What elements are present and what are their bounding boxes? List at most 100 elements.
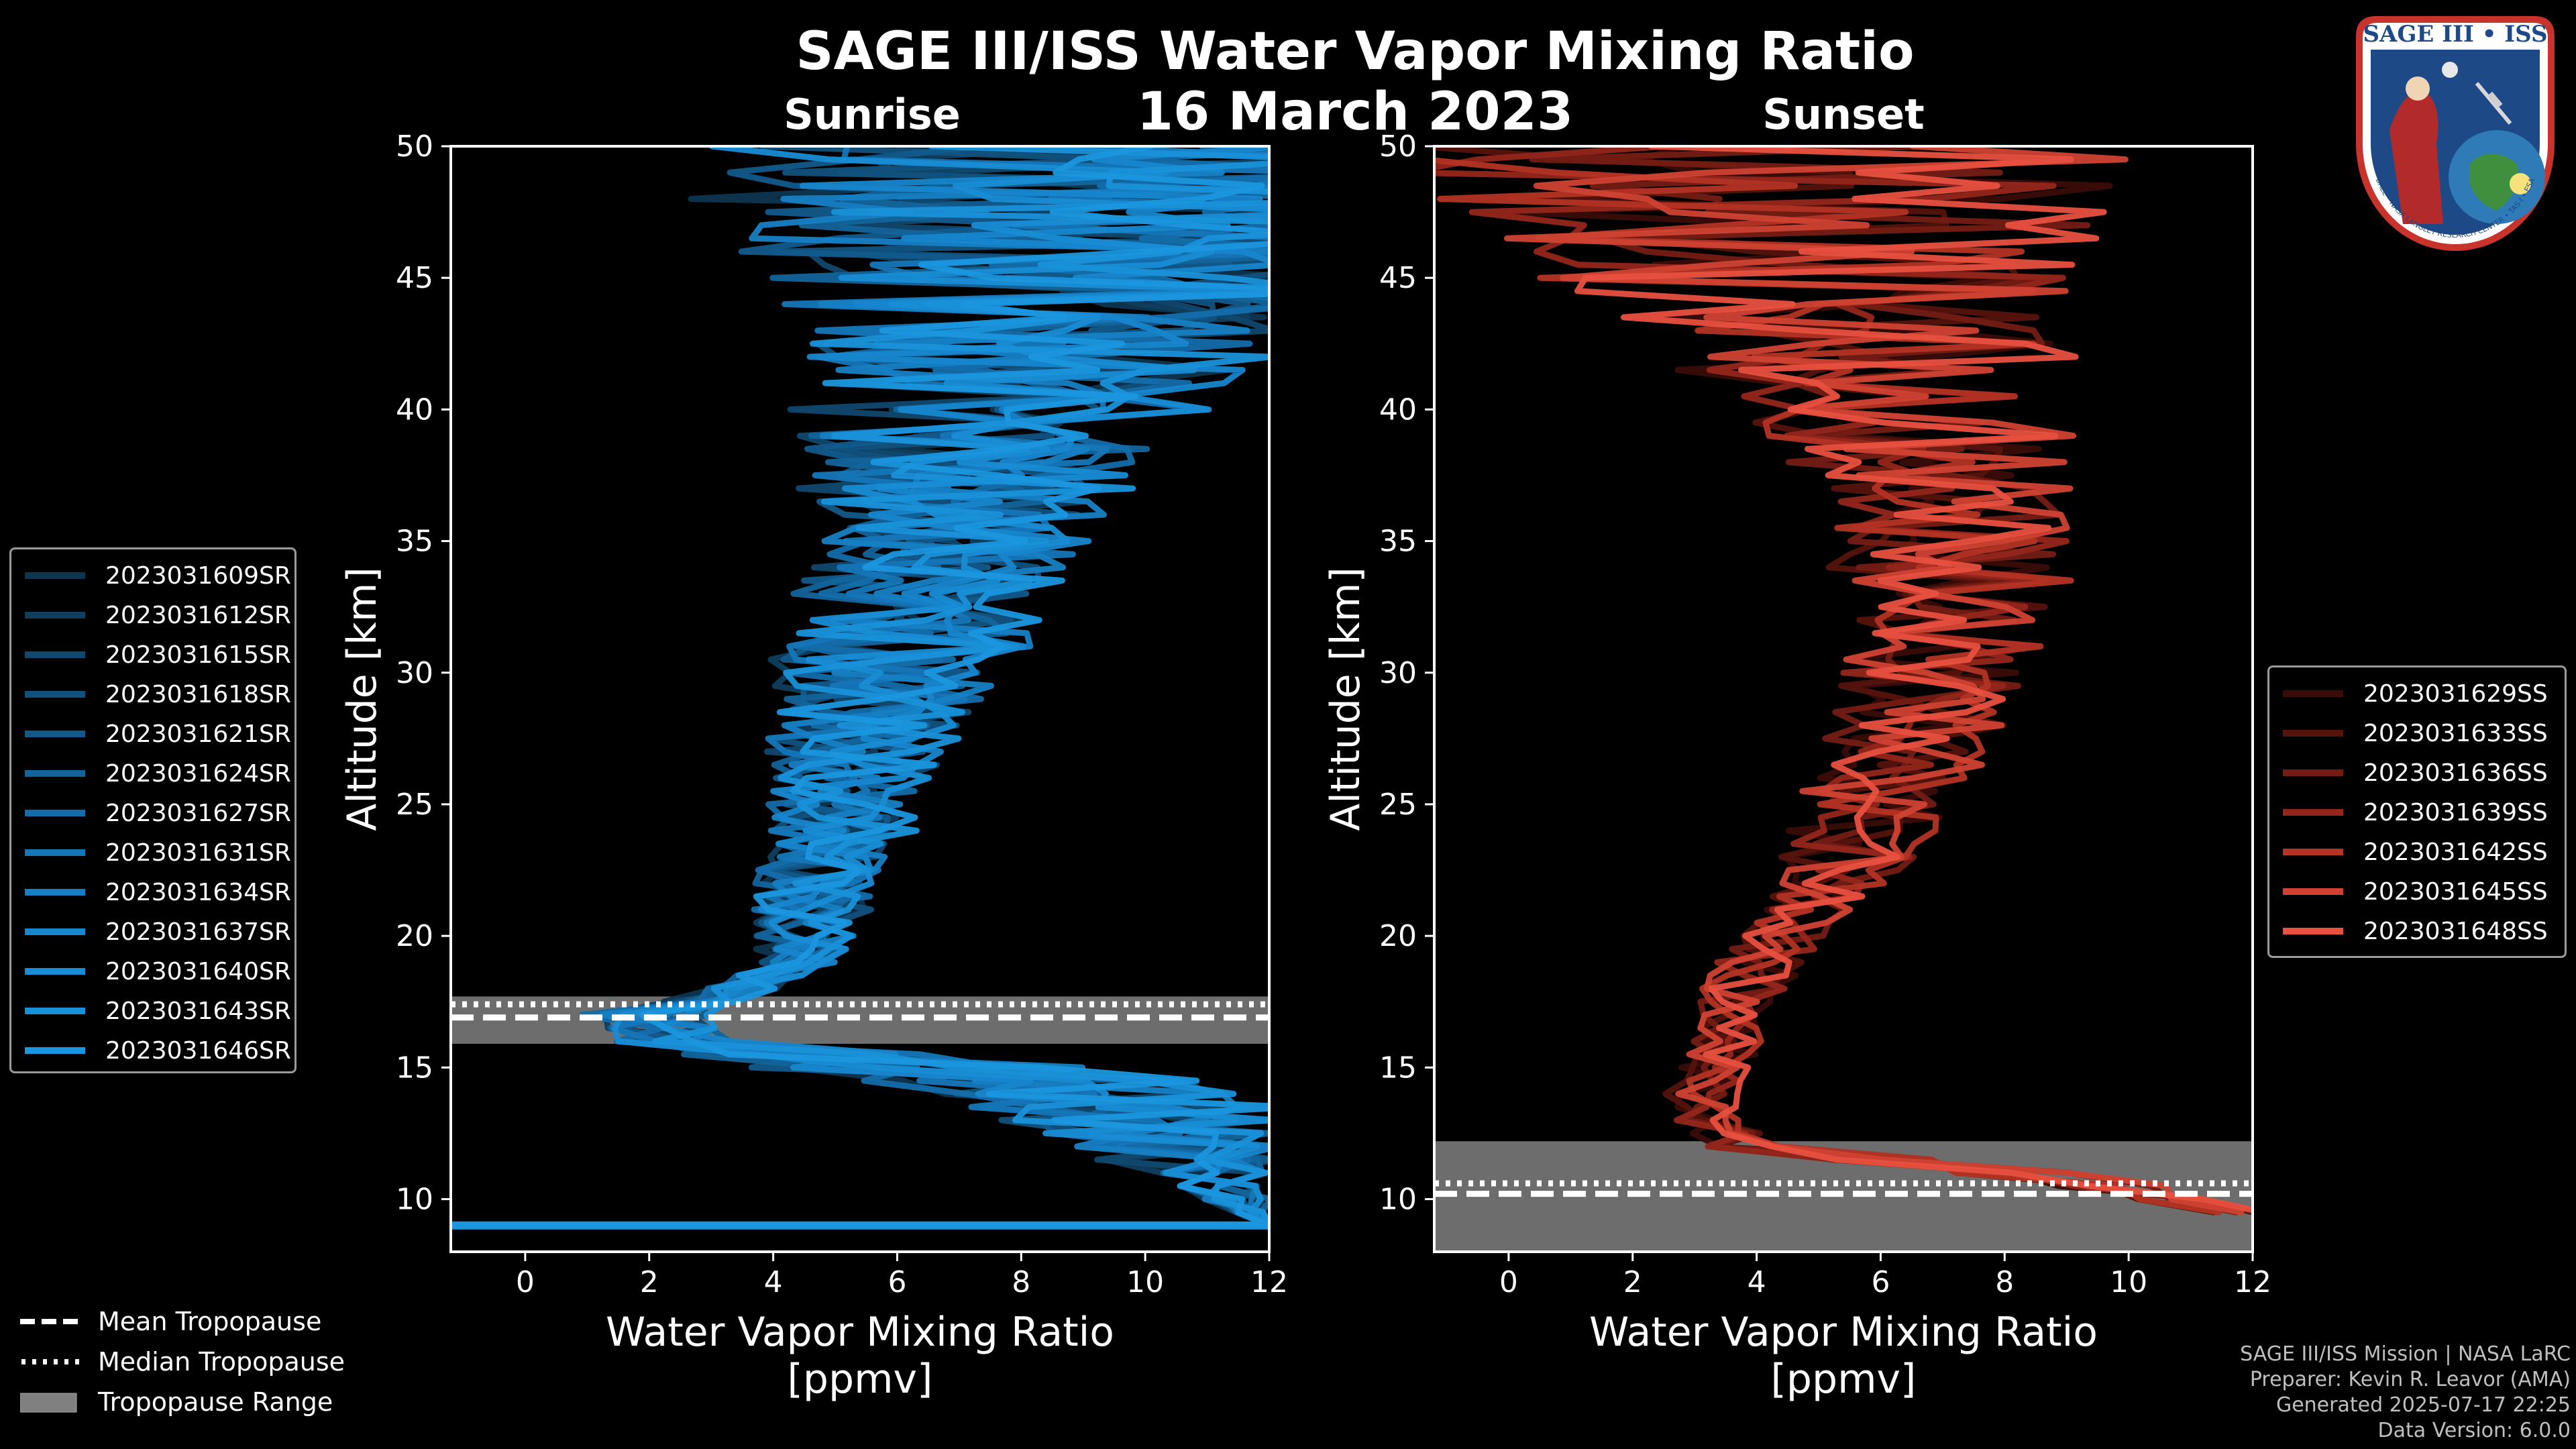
series-line-2023031637SR	[661, 146, 1269, 1229]
y-tick-label: 30	[1379, 656, 1417, 690]
legend-entry: 2023031639SS	[2269, 793, 2548, 832]
legend-entry: 2023031629SS	[2269, 674, 2548, 713]
x-tick-label: 6	[888, 1265, 906, 1299]
y-tick-label: 10	[396, 1183, 433, 1217]
series-line-2023031646SR	[639, 146, 1269, 1229]
legend-label: 2023031609SR	[105, 561, 291, 590]
legend-swatch	[25, 572, 85, 579]
legend-entry: 2023031621SR	[11, 714, 291, 753]
legend-entry: 2023031636SS	[2269, 753, 2548, 792]
legend-swatch	[2283, 769, 2343, 776]
legend-entry: 2023031646SR	[11, 1031, 291, 1070]
y-tick-label: 15	[1379, 1051, 1417, 1085]
x-tick-label: 10	[1126, 1265, 1164, 1299]
tropopause-range-entry: Tropopause Range	[20, 1382, 345, 1422]
sunset-x-axis-unit: [ppmv]	[1771, 1356, 1917, 1403]
legend-swatch	[2283, 809, 2343, 816]
sunrise-chart: 0 2 4 6 8 10 12 10 15 20 25 30 35 40 45 50 Water Vapor M…	[339, 129, 1288, 1403]
legend-entry: 2023031645SS	[2269, 872, 2548, 911]
tropopause-legend: Mean Tropopause Median Tropopause Tropop…	[20, 1301, 345, 1422]
legend-swatch	[25, 651, 85, 658]
sunset-axes-frame	[1433, 145, 2254, 1253]
legend-entry: 2023031627SR	[11, 794, 291, 833]
sunrise-legend: 2023031609SR 2023031612SR 2023031615SR 2023…	[9, 547, 297, 1073]
legend-label: 2023031646SR	[105, 1036, 291, 1065]
sunset-legend: 2023031629SS 2023031633SS 2023031636SS 2023…	[2267, 665, 2567, 958]
sunset-y-axis-label: Altitude [km]	[1322, 567, 1369, 831]
legend-entry: 2023031642SS	[2269, 833, 2548, 871]
legend-entry: 2023031609SR	[11, 556, 291, 595]
x-tick-label: 8	[1012, 1265, 1030, 1299]
credits-footer: SAGE III/ISS Mission | NASA LaRC Prepare…	[2240, 1342, 2571, 1444]
legend-swatch	[2283, 690, 2343, 697]
legend-label: 2023031618SR	[105, 680, 291, 708]
legend-swatch	[25, 928, 85, 935]
x-tick-label: 8	[1995, 1265, 2014, 1299]
series-line-2023031645SS	[1504, 146, 2245, 1216]
legend-label: 2023031629SS	[2363, 680, 2548, 708]
sunrise-y-axis-label: Altitude [km]	[339, 567, 386, 831]
y-tick-label: 45	[396, 261, 433, 295]
legend-swatch	[25, 691, 85, 698]
y-tick-label: 20	[1379, 919, 1417, 953]
legend-swatch	[25, 770, 85, 777]
legend-swatch	[25, 612, 85, 619]
y-tick-label: 20	[396, 919, 433, 953]
series-line-2023031640SR	[612, 146, 1269, 1229]
legend-label: 2023031648SS	[2363, 917, 2548, 945]
legend-entry: 2023031618SR	[11, 675, 291, 714]
legend-label: 2023031643SR	[105, 997, 291, 1025]
legend-entry: 2023031624SR	[11, 754, 291, 793]
mean-tropopause-label: Mean Tropopause	[98, 1307, 322, 1336]
y-tick-label: 40	[1379, 392, 1417, 427]
tropopause-range-label: Tropopause Range	[98, 1387, 333, 1417]
sunrise-x-axis-label: Water Vapor Mixing Ratio	[606, 1309, 1114, 1356]
legend-entry: 2023031631SR	[11, 833, 291, 872]
y-tick-label: 15	[396, 1051, 433, 1085]
legend-swatch	[25, 968, 85, 975]
sunrise-x-axis-unit: [ppmv]	[788, 1356, 933, 1403]
x-tick-label: 6	[1871, 1265, 1890, 1299]
x-tick-label: 0	[516, 1265, 535, 1299]
legend-entry: 2023031637SR	[11, 912, 291, 951]
legend-entry: 2023031648SS	[2269, 912, 2548, 951]
legend-swatch	[25, 889, 85, 896]
x-tick-label: 4	[1748, 1265, 1766, 1299]
x-tick-label: 12	[1250, 1265, 1288, 1299]
legend-entry: 2023031633SS	[2269, 714, 2548, 753]
legend-entry: 2023031612SR	[11, 596, 291, 635]
y-tick-label: 50	[396, 129, 433, 164]
y-tick-label: 45	[1379, 261, 1417, 295]
legend-label: 2023031637SR	[105, 918, 291, 946]
y-tick-label: 10	[1379, 1183, 1417, 1217]
legend-swatch	[25, 1047, 85, 1054]
x-tick-label: 2	[640, 1265, 659, 1299]
mean-tropopause-entry: Mean Tropopause	[20, 1301, 345, 1342]
sage-iii-iss-logo: SAGE III • ISS BALL • NASA LANGLEY RESEA…	[2356, 16, 2555, 251]
legend-label: 2023031645SS	[2363, 877, 2548, 906]
legend-swatch	[25, 849, 85, 856]
legend-entry: 2023031634SR	[11, 873, 291, 912]
legend-label: 2023031612SR	[105, 601, 291, 629]
x-tick-label: 2	[1623, 1265, 1642, 1299]
gray-range-swatch	[20, 1393, 77, 1413]
legend-swatch	[2283, 928, 2343, 934]
sunset-panel-title: Sunset	[1762, 90, 1925, 139]
legend-entry: 2023031640SR	[11, 952, 291, 991]
series-line-2023031643SR	[652, 146, 1269, 1229]
sunset-profiles	[1434, 146, 2253, 1216]
y-tick-label: 35	[396, 525, 433, 559]
y-tick-label: 35	[1379, 525, 1417, 559]
logo-title: SAGE III • ISS	[2363, 21, 2547, 48]
figure-date: 16 March 2023	[1136, 82, 1574, 142]
x-tick-label: 0	[1499, 1265, 1518, 1299]
sunset-chart: 0 2 4 6 8 10 12 10 15 20 25 30 35 40 45 50 Water Vapor M…	[1322, 129, 2271, 1403]
legend-label: 2023031633SS	[2363, 719, 2548, 747]
credits-preparer: Preparer: Kevin R. Leavor (AMA)	[2249, 1368, 2571, 1391]
credits-mission: SAGE III/ISS Mission | NASA LaRC	[2240, 1342, 2571, 1366]
sunset-x-axis-label: Water Vapor Mixing Ratio	[1589, 1309, 2098, 1356]
y-tick-label: 25	[1379, 788, 1417, 822]
legend-label: 2023031627SR	[105, 799, 291, 827]
y-tick-label: 25	[396, 788, 433, 822]
legend-label: 2023031624SR	[105, 759, 291, 788]
